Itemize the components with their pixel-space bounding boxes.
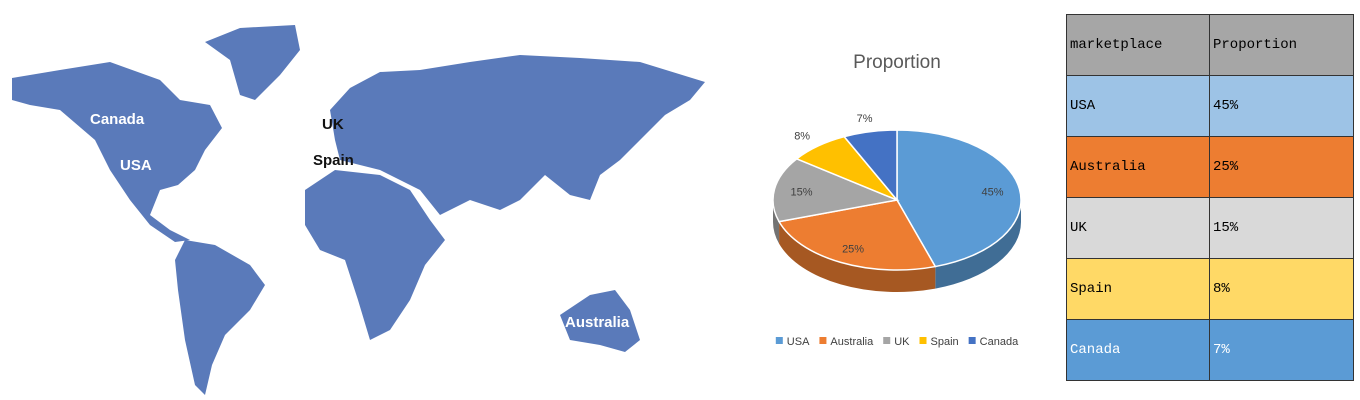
legend-label: Canada — [980, 336, 1019, 348]
legend-swatch — [968, 337, 976, 344]
legend-swatch — [919, 337, 927, 344]
table-cell: 7% — [1209, 319, 1354, 381]
pie-slice-side — [779, 221, 936, 292]
pie-slice — [842, 129, 898, 203]
data-label: 8% — [794, 130, 810, 142]
pie-slice-side — [935, 200, 1021, 289]
pie-slice — [777, 199, 937, 271]
data-label: 15% — [790, 186, 812, 198]
map-label: Spain — [313, 152, 354, 169]
pie-slice — [896, 129, 1022, 268]
legend-label: Australia — [830, 336, 874, 348]
table-cell: 15% — [1209, 197, 1354, 259]
pie-slice — [772, 157, 900, 223]
map-label: UK — [322, 116, 344, 133]
data-label: 7% — [857, 113, 873, 125]
world-map — [12, 25, 705, 395]
data-label: 45% — [982, 186, 1004, 198]
pie-slice-side — [773, 200, 780, 244]
map-label: Canada — [90, 111, 145, 128]
map-label: USA — [120, 157, 152, 174]
header-cell: Proportion — [1209, 14, 1354, 76]
legend-swatch — [819, 337, 827, 344]
table-cell: Spain — [1066, 258, 1210, 320]
table-cell: Canada — [1066, 319, 1210, 381]
data-label: 25% — [842, 244, 864, 256]
chart-title: Proportion — [853, 52, 941, 73]
legend-label: UK — [894, 336, 910, 348]
table-cell: 8% — [1209, 258, 1354, 320]
table-cell: 25% — [1209, 136, 1354, 198]
map-label: Australia — [565, 314, 630, 331]
table-cell: UK — [1066, 197, 1210, 259]
table-cell: Australia — [1066, 136, 1210, 198]
table: marketplace Proportion USA 45% Australia 25% U… — [1066, 14, 1354, 381]
canvas: Canada USA UK Spain Australia Proportion 45%… — [12, 25, 1022, 395]
table-cell: USA — [1066, 75, 1210, 137]
legend-swatch — [883, 337, 891, 344]
legend-swatch — [775, 337, 783, 344]
table-row: UK 15% — [1066, 197, 1354, 259]
table-row: USA 45% — [1066, 75, 1354, 137]
table-cell: 45% — [1209, 75, 1354, 137]
table-row: Australia 25% — [1066, 136, 1354, 198]
header-row: marketplace Proportion — [1066, 14, 1354, 76]
table-row: Canada 7% — [1066, 319, 1354, 381]
legend-label: USA — [787, 336, 810, 348]
header-cell: marketplace — [1066, 14, 1210, 76]
table-row: Spain 8% — [1066, 258, 1354, 320]
legend-label: Spain — [931, 336, 959, 348]
